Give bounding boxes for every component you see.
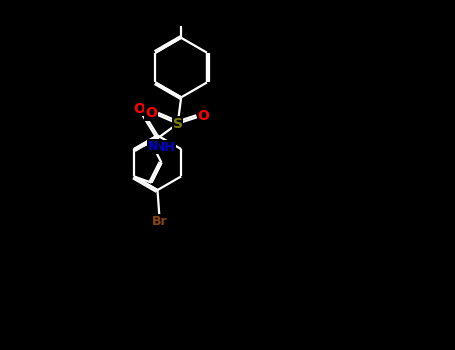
Text: O: O <box>197 108 209 122</box>
Text: Br: Br <box>152 215 167 228</box>
Text: N: N <box>148 140 158 153</box>
Text: S: S <box>173 117 183 131</box>
Text: O: O <box>145 106 157 120</box>
Text: O: O <box>133 102 145 116</box>
Text: NH: NH <box>155 141 176 154</box>
